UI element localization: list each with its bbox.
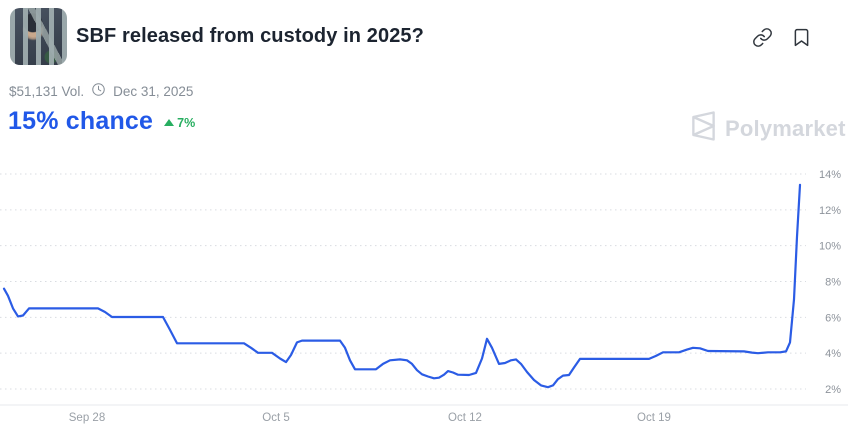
polymarket-logo-icon [690,111,717,146]
y-axis-tick-label: 10% [819,241,841,253]
x-axis-tick-label: Oct 5 [262,412,289,424]
y-axis-tick-label: 8% [825,277,841,289]
price-line [2,183,802,389]
x-axis-tick-label: Oct 19 [637,412,671,424]
market-avatar [10,8,67,65]
x-axis-tick-label: Oct 12 [448,412,482,424]
delta-value: 7% [177,115,196,130]
link-icon [752,28,773,51]
copy-link-button[interactable] [752,27,773,48]
delta-up-icon [164,119,175,126]
x-axis-tick-label: Sep 28 [69,412,105,424]
end-date-text: Dec 31, 2025 [113,83,194,99]
market-meta: $51,131 Vol. Dec 31, 2025 [9,82,193,100]
chance-row: 15% chance 7% [8,107,195,136]
polymarket-wordmark: Polymarket [725,115,846,141]
chance-value: 15% chance [8,107,154,135]
bookmark-icon [791,28,812,51]
volume-text: $51,131 Vol. [9,83,85,99]
bookmark-button[interactable] [791,27,812,48]
y-axis-tick-label: 14% [819,169,841,181]
clock-icon [91,82,106,100]
y-axis-tick-label: 4% [825,348,841,360]
y-axis-tick-label: 12% [819,205,841,217]
y-axis-tick-label: 6% [825,312,841,324]
chance-delta: 7% [164,116,195,130]
header-actions [752,27,812,48]
market-title: SBF released from custody in 2025? [76,25,424,47]
probability-chart[interactable]: 2% 4% 6% 8% 10% 12% 14% Sep 28 Oct 5 Oct 12 Oct 19 [0,158,850,430]
y-axis-tick-label: 2% [825,384,841,396]
chart-area: 2% 4% 6% 8% 10% 12% 14% Sep 28 Oct 5 Oct 12 Oct 19 [0,158,850,430]
polymarket-watermark: Polymarket [690,111,846,146]
